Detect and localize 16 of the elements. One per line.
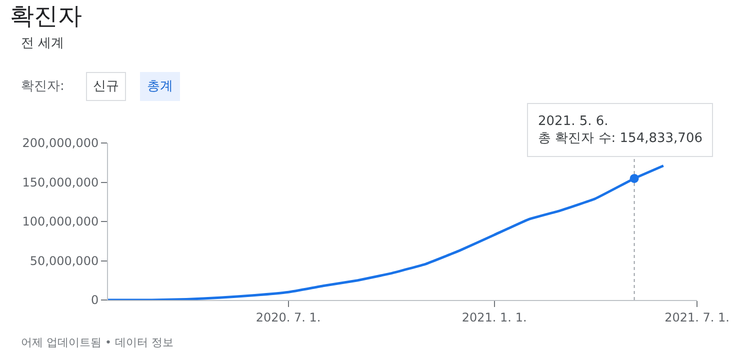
text: 총계 xyxy=(147,79,173,94)
chart-subtitle: 전 세계 xyxy=(21,36,64,51)
x-tick-label: 2021. 7. 1. xyxy=(664,310,730,324)
y-tick-label: 50,000,000 xyxy=(30,254,99,268)
x-tick-label: 2021. 1. 1. xyxy=(462,310,527,324)
text: 어제 업데이트됨 • 데이터 정보 xyxy=(21,336,174,349)
line-series xyxy=(108,164,665,300)
x-tick-label: 2020. 7. 1. xyxy=(256,310,321,324)
y-tick-label: 150,000,000 xyxy=(22,175,99,190)
text: 신규 xyxy=(93,79,119,94)
text: 확진자: xyxy=(21,79,64,94)
chart-title: 확진자 xyxy=(10,2,82,30)
y-tick-label: 100,000,000 xyxy=(22,214,99,229)
y-tick-label: 200,000,000 xyxy=(22,136,99,150)
annotation: 2021. 5. 6. 총 확진자 수: 154,833,706 xyxy=(538,114,702,146)
y-tick-label: 0 xyxy=(90,293,99,308)
